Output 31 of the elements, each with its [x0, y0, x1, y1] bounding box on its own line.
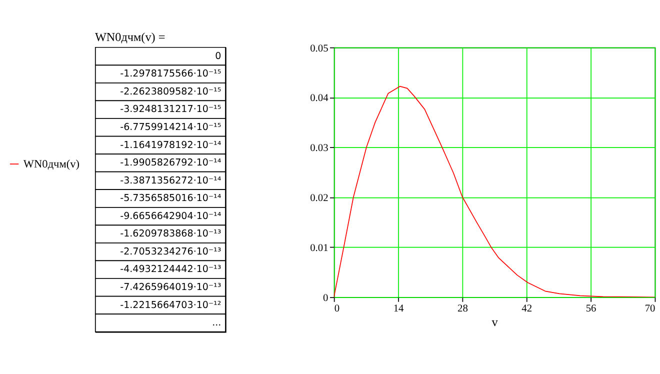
text: WN0дчм(v) = — [94, 30, 166, 44]
text: -7.4265964019·10⁻¹³ — [120, 282, 222, 293]
text: -2.7053234276·10⁻¹³ — [120, 246, 222, 258]
text: -3.3871356272·10⁻¹⁴ — [120, 175, 222, 186]
y-tick-label: 0.02 — [310, 193, 328, 204]
y-tick-label: 0.04 — [310, 93, 330, 104]
x-tick-label: 56 — [586, 303, 596, 314]
text: -1.6209783868·10⁻¹³ — [120, 228, 222, 240]
y-tick-label: 0 — [323, 293, 328, 304]
text: -2.2623809582·10⁻¹⁵ — [120, 86, 222, 98]
x-tick-label: 14 — [393, 303, 405, 314]
x-tick-label: 0 — [334, 303, 340, 314]
text: ... — [212, 318, 222, 329]
text: -1.1641978192·10⁻¹⁴ — [120, 140, 222, 151]
text: -5.7356585016·10⁻¹⁴ — [120, 193, 222, 204]
x-tick-label: 28 — [458, 303, 468, 314]
text: -9.6656642904·10⁻¹⁴ — [120, 210, 222, 222]
text: 0 — [215, 50, 222, 62]
x-axis-title: v — [492, 315, 499, 330]
text: -3.9248131217·10⁻¹⁵ — [120, 104, 222, 116]
text: -1.2978175566·10⁻¹⁵ — [120, 68, 222, 80]
legend-label: WN0дчм(v) — [23, 158, 80, 170]
y-tick-label: 0.05 — [310, 43, 328, 54]
text: -1.2215664703·10⁻¹² — [120, 300, 222, 311]
text: -4.4932124442·10⁻¹³ — [120, 264, 222, 276]
x-tick-label: 42 — [522, 303, 532, 314]
text: -1.9905826792·10⁻¹⁴ — [120, 158, 222, 169]
y-tick-label: 0.01 — [310, 243, 328, 254]
text: -6.7759914214·10⁻¹⁵ — [120, 122, 222, 133]
x-tick-label: 70 — [644, 303, 656, 314]
y-tick-label: 0.03 — [310, 143, 328, 154]
